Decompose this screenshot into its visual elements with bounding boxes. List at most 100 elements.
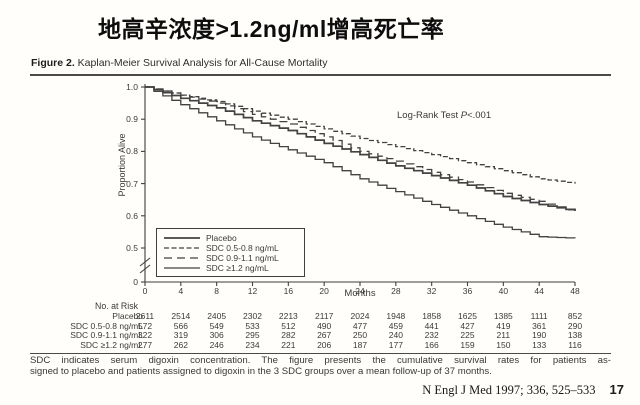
risk-cell: 2302 [243,311,262,321]
km-curve-sdc-0-9-1-1-ng-ml [145,86,576,213]
footnote-line-1: SDC indicates serum digoxin concentratio… [30,355,611,366]
risk-cell: 319 [173,330,188,341]
figure-caption-text: Kaplan-Meier Survival Analysis for All-C… [74,57,328,69]
footnote-line-2: signed to placebo and patients assigned … [30,365,492,377]
x-tick-label: 36 [462,286,473,296]
legend-label: Placebo [206,233,237,243]
y-tick-label: 0.7 [126,178,138,189]
risk-cell: 221 [281,340,296,351]
log-rank-stat: P [460,110,468,121]
risk-cell: 1625 [458,311,477,321]
x-tick-label: 16 [283,286,294,296]
x-tick-label: 24 [355,286,365,296]
risk-cell: 1111 [530,311,548,321]
risk-cell: 282 [281,330,296,341]
risk-cell: 2405 [207,311,227,321]
caption-divider [30,74,611,76]
legend-label: SDC 0.5-0.8 ng/mL [206,243,279,253]
figure-caption: Figure 2. Kaplan-Meier Survival Analysis… [31,57,327,69]
risk-cell: 211 [496,330,511,341]
x-tick-label: 4 [178,286,184,296]
km-curve-placebo [145,86,576,211]
risk-cell: 419 [496,320,511,331]
risk-cell: 246 [209,340,224,351]
risk-row-label: SDC 0.9-1.1 ng/mL [70,330,143,341]
legend-item: SDC 0.5-0.8 ng/mL [164,243,304,253]
risk-cell: 2024 [350,311,370,321]
legend-line-sample [164,237,200,239]
risk-row-label: SDC ≥1.2 ng/mL [80,340,143,351]
risk-cell: 290 [567,320,583,331]
risk-cell: 427 [460,320,475,331]
footnote-divider [30,353,611,354]
risk-cell: 190 [532,330,547,341]
risk-cell: 206 [317,340,332,351]
risk-table-header: No. at Risk [95,301,139,311]
risk-cell: 295 [245,330,260,341]
risk-row-label: SDC 0.5-0.8 ng/mL [70,320,143,331]
risk-cell: 490 [317,320,332,331]
x-tick-label: 0 [142,286,148,296]
x-tick-label: 40 [498,286,509,296]
risk-cell: 150 [496,340,511,351]
risk-cell: 441 [424,320,439,331]
risk-cell: 138 [567,330,583,341]
risk-cell: 262 [173,340,188,351]
page-number: 17 [609,382,624,397]
y-tick-label: 0 [133,277,138,287]
legend-line-sample [164,267,200,269]
x-tick-label: 32 [426,286,437,296]
log-rank-prefix: Log-Rank Test [397,110,461,121]
y-tick-label: 0.5 [126,243,138,253]
legend-item: SDC ≥1.2 ng/mL [164,263,304,273]
risk-cell: 549 [209,320,224,331]
risk-cell: 572 [137,320,153,331]
risk-cell: 133 [532,340,547,351]
risk-cell: 566 [173,320,188,331]
x-tick-label: 8 [214,286,220,296]
risk-cell: 116 [568,340,582,351]
citation: N Engl J Med 1997; 336, 525–533 [422,383,596,397]
risk-cell: 187 [352,340,368,351]
citation-row: N Engl J Med 1997; 336, 525–533 17 [422,382,624,398]
risk-cell: 533 [245,320,260,331]
figure-footnote: SDC indicates serum digoxin concentratio… [30,355,611,377]
risk-cell: 177 [388,340,403,351]
risk-cell: 1858 [422,311,442,321]
y-tick-label: 0.9 [126,114,138,125]
risk-cell: 512 [281,320,296,331]
legend-item: Placebo [164,233,304,243]
risk-cell: 234 [245,340,260,351]
legend-line-sample [164,247,200,249]
chart-legend: Placebo SDC 0.5-0.8 ng/mL SDC 0.9-1.1 ng/m… [156,228,305,277]
risk-cell: 166 [424,340,439,351]
risk-cell: 267 [317,330,332,341]
y-tick-label: 0.8 [126,146,138,157]
log-rank-annotation: Log-Rank Test P<.001 [397,110,491,121]
risk-cell: 2117 [315,311,334,321]
risk-cell: 322 [137,330,153,341]
risk-row-label: Placebo [112,311,143,321]
risk-cell: 2213 [278,311,298,321]
y-tick-label: 1.0 [126,82,138,92]
risk-cell: 2514 [171,311,191,321]
risk-cell: 2611 [135,311,155,321]
risk-cell: 459 [388,320,403,331]
risk-cell: 1948 [386,311,406,321]
y-tick-label: 0.6 [126,210,138,221]
risk-cell: 277 [137,340,153,351]
x-axis-label: Months [344,288,376,299]
km-curve-sdc-1-2-ng-ml [145,86,576,239]
risk-cell: 477 [352,320,368,331]
risk-cell: 225 [460,330,475,341]
legend-line-sample [164,257,200,259]
risk-cell: 240 [388,330,403,341]
x-tick-label: 48 [570,286,580,296]
legend-label: SDC ≥1.2 ng/mL [206,263,269,273]
legend-item: SDC 0.9-1.1 ng/mL [164,253,304,263]
figure-label: Figure 2. [31,57,75,69]
risk-cell: 361 [532,320,547,331]
legend-label: SDC 0.9-1.1 ng/mL [206,253,279,263]
